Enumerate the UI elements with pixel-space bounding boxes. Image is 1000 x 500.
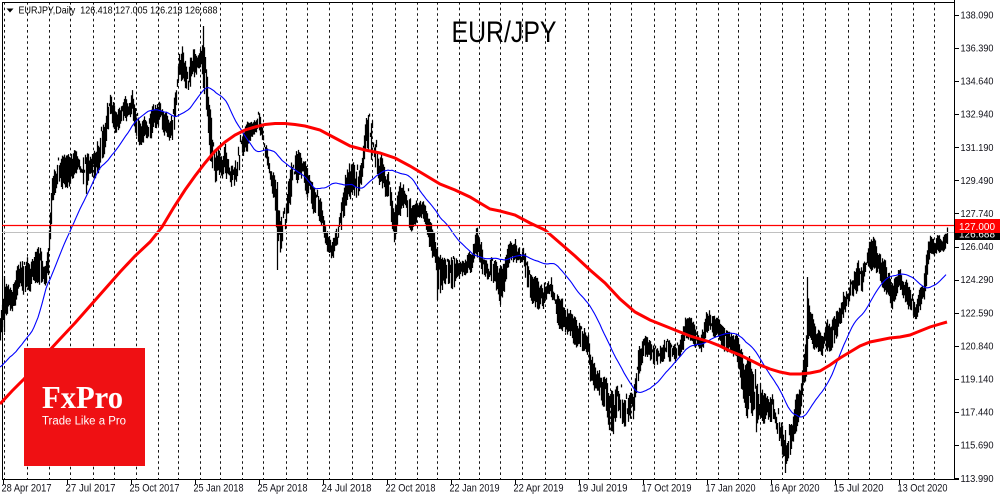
svg-text:25 Apr 2018: 25 Apr 2018 xyxy=(258,483,308,495)
svg-text:113.990: 113.990 xyxy=(961,474,994,485)
svg-text:126.040: 126.040 xyxy=(961,242,994,253)
svg-text:117.440: 117.440 xyxy=(961,408,994,419)
svg-text:EUR/JPY: EUR/JPY xyxy=(452,16,557,49)
svg-text:131.190: 131.190 xyxy=(961,143,994,154)
svg-text:119.140: 119.140 xyxy=(961,375,994,386)
svg-text:13 Oct 2020: 13 Oct 2020 xyxy=(898,483,948,495)
svg-text:25 Jan 2018: 25 Jan 2018 xyxy=(194,483,244,495)
svg-text:127.000: 127.000 xyxy=(959,221,995,233)
svg-text:22 Jan 2019: 22 Jan 2019 xyxy=(450,483,500,495)
svg-text:134.640: 134.640 xyxy=(961,77,994,88)
svg-text:124.290: 124.290 xyxy=(961,275,994,286)
svg-text:136.390: 136.390 xyxy=(961,44,994,55)
svg-text:129.490: 129.490 xyxy=(961,176,994,187)
svg-text:22 Apr 2019: 22 Apr 2019 xyxy=(514,483,564,495)
svg-text:27 Jul 2017: 27 Jul 2017 xyxy=(66,483,116,495)
svg-text:EURJPY,Daily 126.418 127.005: EURJPY,Daily 126.418 127.005 126.213 126… xyxy=(19,5,218,17)
svg-text:22 Oct 2018: 22 Oct 2018 xyxy=(386,483,436,495)
svg-text:25 Oct 2017: 25 Oct 2017 xyxy=(130,483,180,495)
svg-text:24 Jul 2018: 24 Jul 2018 xyxy=(322,483,372,495)
svg-text:28 Apr 2017: 28 Apr 2017 xyxy=(2,483,52,495)
svg-text:15 Jul 2020: 15 Jul 2020 xyxy=(834,483,884,495)
svg-text:138.090: 138.090 xyxy=(961,10,994,21)
svg-text:16 Apr 2020: 16 Apr 2020 xyxy=(770,483,820,495)
svg-text:132.940: 132.940 xyxy=(961,110,994,121)
svg-text:19 Jul 2019: 19 Jul 2019 xyxy=(578,483,628,495)
svg-text:127.740: 127.740 xyxy=(961,209,994,220)
svg-text:Trade Like a Pro: Trade Like a Pro xyxy=(42,416,126,428)
svg-text:17 Jan 2020: 17 Jan 2020 xyxy=(706,483,756,495)
svg-text:122.590: 122.590 xyxy=(961,308,994,319)
svg-text:FxPro: FxPro xyxy=(42,379,123,415)
svg-text:115.690: 115.690 xyxy=(961,441,994,452)
svg-text:120.840: 120.840 xyxy=(961,341,994,352)
svg-text:17 Oct 2019: 17 Oct 2019 xyxy=(642,483,692,495)
